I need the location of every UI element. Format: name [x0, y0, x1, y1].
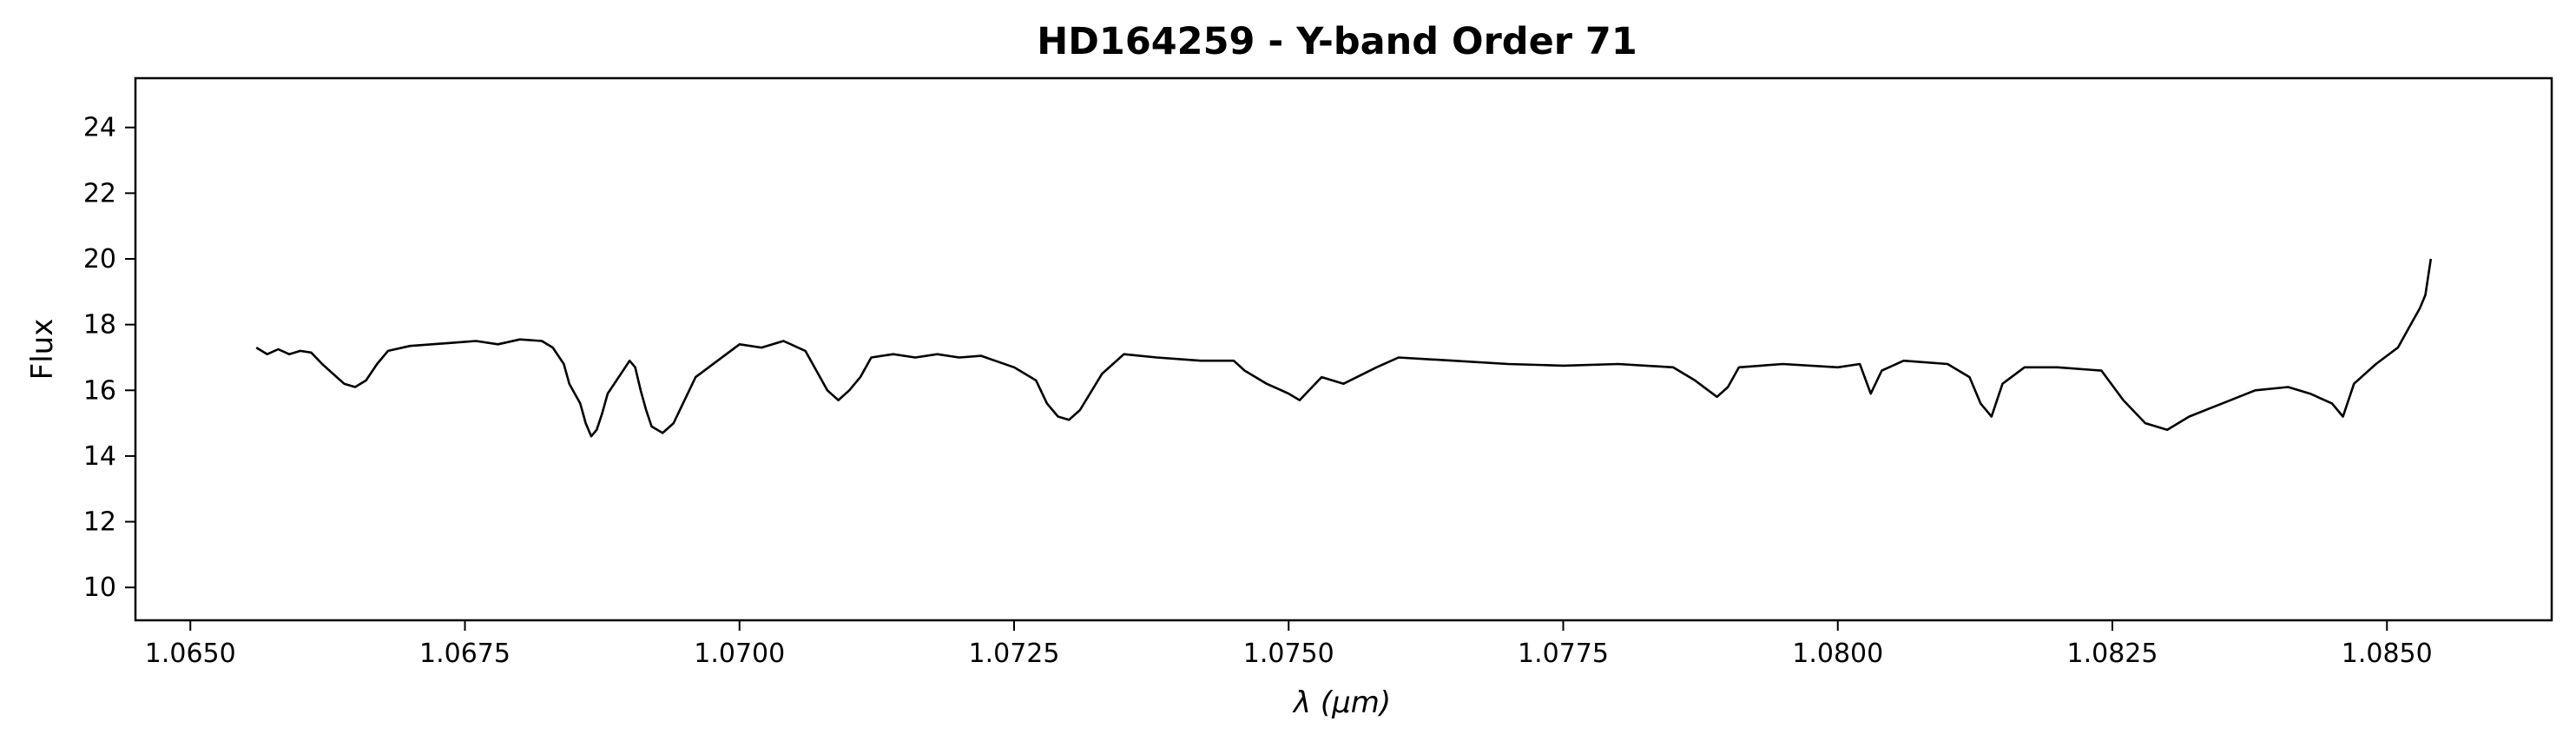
x-tick-label: 1.0675 [419, 639, 511, 669]
x-tick-label: 1.0775 [1518, 639, 1609, 669]
x-tick-label: 1.0725 [969, 639, 1060, 669]
y-tick-label: 14 [83, 441, 116, 472]
y-tick-label: 22 [83, 178, 116, 209]
x-tick-label: 1.0800 [1792, 639, 1883, 669]
y-axis-ticks: 10 12 14 16 18 20 22 24 [83, 113, 135, 603]
series-group [255, 258, 2433, 438]
y-tick-label: 20 [83, 244, 116, 275]
y-tick-label: 24 [83, 113, 116, 143]
x-tick-label: 1.0825 [2067, 639, 2158, 669]
plot-frame [134, 76, 2553, 622]
x-tick-label: 1.0700 [694, 639, 785, 669]
x-tick-label: 1.0750 [1243, 639, 1334, 669]
y-tick-label: 18 [83, 310, 116, 341]
y-axis-label: Flux [25, 319, 60, 381]
y-tick-label: 10 [83, 573, 116, 603]
x-tick-label: 1.0850 [2342, 639, 2433, 669]
y-tick-label: 12 [83, 507, 116, 538]
flux-series-line [255, 258, 2433, 438]
x-axis-label: λ (μm) [1292, 685, 1391, 720]
x-tick-label: 1.0650 [145, 639, 236, 669]
x-axis-ticks: 1.0650 1.0675 1.0700 1.0725 1.0750 1.0775 1.08… [145, 620, 2433, 669]
y-tick-label: 16 [83, 375, 116, 406]
chart-title: HD164259 - Y-band Order 71 [1037, 20, 1637, 63]
